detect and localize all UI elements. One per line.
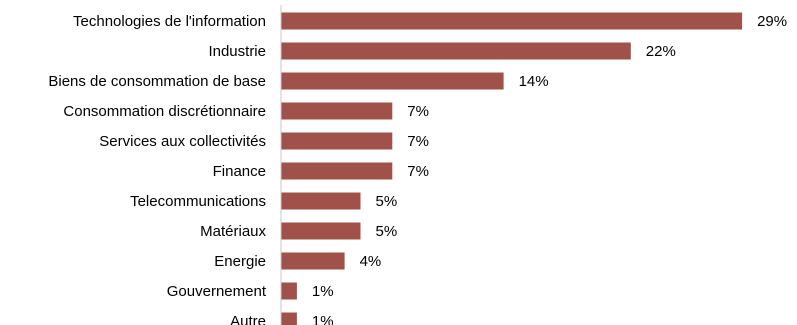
data-label: 5%: [376, 193, 398, 210]
category-label: Biens de consommation de base: [48, 73, 266, 90]
category-label: Consommation discrétionnaire: [63, 103, 266, 120]
data-label: 4%: [360, 253, 382, 270]
data-label: 5%: [376, 223, 398, 240]
bar: [281, 282, 297, 300]
category-label: Autre: [230, 313, 266, 325]
category-label: Matériaux: [200, 223, 266, 240]
bar: [281, 132, 393, 150]
data-label: 22%: [646, 43, 676, 60]
bar: [281, 42, 631, 60]
category-label: Technologies de l'information: [73, 13, 266, 30]
data-label: 1%: [312, 283, 334, 300]
bar: [281, 72, 504, 90]
bar: [281, 102, 393, 120]
value-labels: 29% 22% 14% 7% 7% 7% 5% 5% 4% 1% 1%: [312, 13, 787, 325]
data-label: 7%: [407, 103, 429, 120]
data-label: 29%: [757, 13, 787, 30]
category-label: Industrie: [208, 43, 266, 60]
bar: [281, 312, 297, 325]
bar: [281, 192, 361, 210]
category-label: Services aux collectivités: [99, 133, 266, 150]
category-labels: Technologies de l'information Industrie Bi…: [48, 13, 266, 325]
data-label: 1%: [312, 313, 334, 325]
bar: [281, 252, 345, 270]
bar: [281, 12, 743, 30]
data-label: 7%: [407, 133, 429, 150]
category-label: Telecommunications: [130, 193, 266, 210]
category-label: Gouvernement: [167, 283, 267, 300]
bar: [281, 162, 393, 180]
data-label: 7%: [407, 163, 429, 180]
bar: [281, 222, 361, 240]
category-label: Energie: [214, 253, 266, 270]
category-label: Finance: [213, 163, 266, 180]
bars-group: [281, 12, 743, 325]
data-label: 14%: [519, 73, 549, 90]
